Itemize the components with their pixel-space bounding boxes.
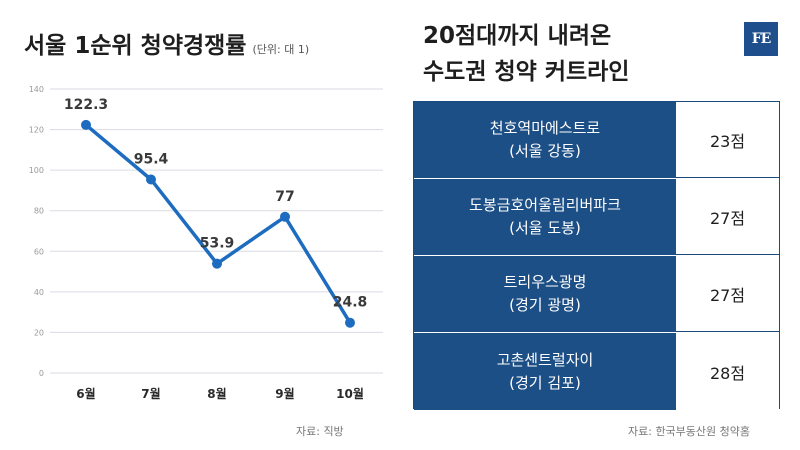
data-label: 122.3 — [64, 97, 108, 113]
y-tick-label: 140 — [29, 85, 44, 94]
table-row: 트리우스광명 (경기 광명) 27점 — [414, 256, 779, 333]
table-title-line2: 수도권 청약 커트라인 — [423, 59, 630, 85]
data-points — [81, 119, 355, 328]
series-line — [84, 123, 352, 325]
table-row: 도봉금호어울림리버파크 (서울 도봉) 27점 — [414, 179, 779, 256]
complex-name: 도봉금호어울림리버파크 — [469, 196, 621, 214]
y-axis-ticks: 0 20 40 60 80 100 120 140 — [29, 85, 44, 378]
score-cell: 23점 — [676, 102, 779, 178]
complex-cell: 트리우스광명 (경기 광명) — [414, 256, 676, 332]
chart-title: 서울 1순위 청약경쟁률 (단위: 대 1) — [24, 26, 309, 60]
x-tick-label: 7월 — [141, 386, 160, 401]
y-tick-label: 40 — [34, 288, 44, 297]
complex-name: 트리우스광명 — [503, 273, 587, 291]
complex-region: (서울 도봉) — [509, 219, 581, 237]
complex-cell: 고촌센트럴자이 (경기 김포) — [414, 333, 676, 410]
table-title-line1: 20점대까지 내려온 — [423, 23, 612, 49]
complex-region: (경기 광명) — [509, 296, 581, 314]
data-point — [280, 211, 290, 222]
brand-logo: FE — [744, 22, 778, 56]
score-cell: 27점 — [676, 256, 779, 332]
y-tick-label: 120 — [29, 126, 44, 135]
data-point — [81, 119, 91, 130]
data-label: 53.9 — [200, 236, 235, 252]
table-row: 천호역마에스트로 (서울 강동) 23점 — [414, 102, 779, 179]
x-axis-ticks: 6월 7월 8월 9월 10월 — [76, 386, 364, 401]
x-tick-label: 8월 — [207, 386, 226, 401]
line-chart: 0 20 40 60 80 100 120 140 6월 7월 8월 9월 10월 122.3 95.4… — [29, 85, 383, 401]
chart-grid — [50, 88, 383, 374]
complex-cell: 천호역마에스트로 (서울 강동) — [414, 102, 676, 178]
y-tick-label: 20 — [34, 328, 44, 337]
data-label: 24.8 — [333, 295, 368, 311]
table-source: 자료: 한국부동산원 청약홈 — [628, 425, 751, 438]
x-tick-label: 6월 — [76, 386, 95, 401]
cutline-table: 천호역마에스트로 (서울 강동) 23점 도봉금호어울림리버파크 (서울 도봉)… — [413, 101, 780, 410]
score-cell: 28점 — [676, 333, 779, 410]
data-point — [345, 317, 355, 328]
data-point — [146, 174, 156, 185]
score-cell: 27점 — [676, 179, 779, 255]
complex-region: (서울 강동) — [509, 142, 581, 160]
complex-name: 고촌센트럴자이 — [496, 350, 594, 369]
data-point — [212, 258, 222, 269]
series-line-path — [84, 123, 352, 325]
x-tick-label: 9월 — [275, 386, 294, 401]
complex-name: 천호역마에스트로 — [489, 119, 601, 137]
y-tick-label: 60 — [34, 247, 44, 256]
table-row: 고촌센트럴자이 (경기 김포) 28점 — [414, 333, 779, 410]
y-tick-label: 100 — [29, 166, 44, 175]
y-tick-label: 80 — [34, 207, 44, 216]
chart-title-text: 서울 1순위 청약경쟁률 — [24, 33, 247, 59]
y-tick-label: 0 — [39, 369, 44, 378]
complex-cell: 도봉금호어울림리버파크 (서울 도봉) — [414, 179, 676, 255]
chart-source: 자료: 직방 — [296, 425, 344, 438]
data-label: 95.4 — [134, 151, 169, 167]
x-tick-label: 10월 — [336, 386, 364, 401]
data-labels: 122.3 95.4 53.9 77 24.8 — [64, 97, 367, 311]
table-title: 20점대까지 내려온 수도권 청약 커트라인 — [423, 18, 629, 90]
chart-unit: (단위: 대 1) — [252, 43, 310, 56]
complex-region: (경기 김포) — [509, 373, 581, 392]
data-label: 77 — [275, 189, 294, 205]
